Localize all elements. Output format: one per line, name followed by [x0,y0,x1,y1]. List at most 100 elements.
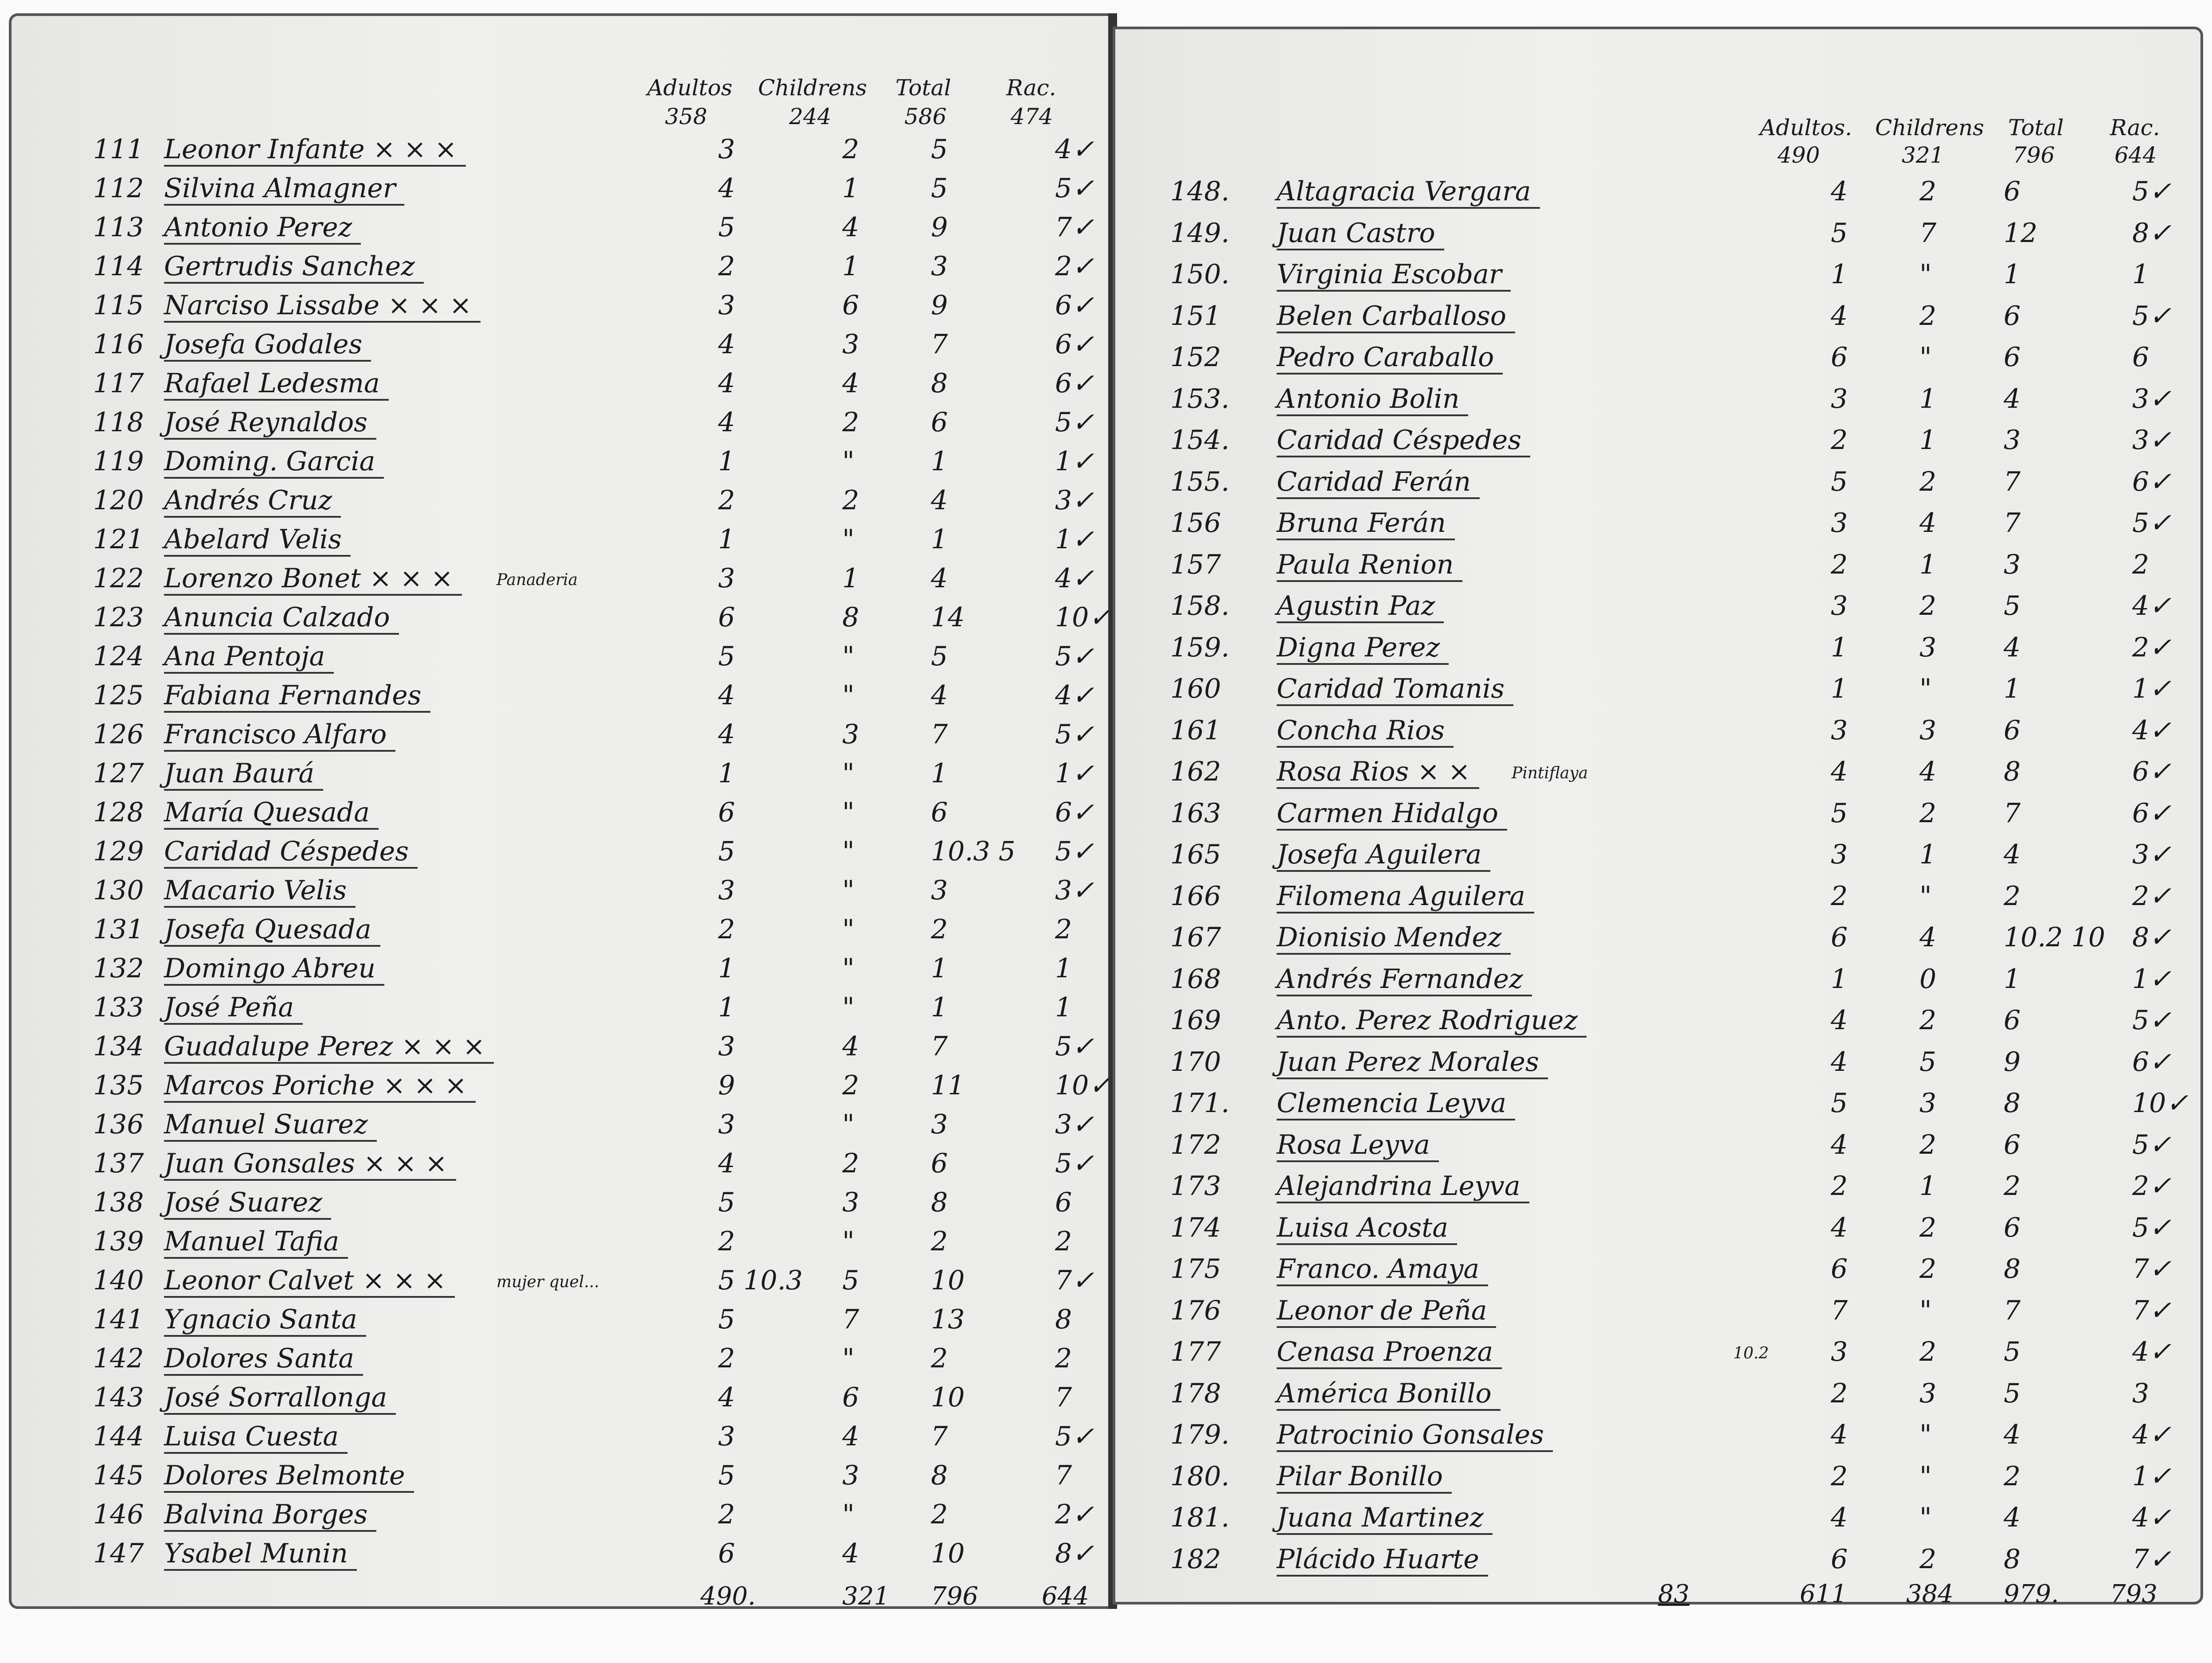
entry-adults: 2 [1831,425,1848,456]
entry-adults: 2 [718,251,735,282]
entry-adults: 1 [1831,259,1848,290]
entry-name: Clemencia Leyva [1277,1088,1516,1120]
entry-rac: 5✓ [1055,173,1094,204]
ledger-row: 176 Leonor de Peña 7 " 7 7✓ [1113,1295,2203,1334]
entry-children: 1 [1919,549,1937,580]
entry-total: 5 [931,134,948,165]
entry-adults: 1 [718,446,735,477]
entry-name: Rosa Rios × × [1277,756,1479,789]
entry-name: Ygnacio Santa [164,1304,366,1337]
entry-children: 3 [842,329,860,360]
ledger-row: 142 Dolores Santa 2 " 2 2 [9,1343,1113,1382]
carried-rac: 644 [2114,142,2157,168]
entry-no: 173 [1170,1171,1221,1202]
entry-rac: 2 [1055,914,1072,945]
entry-rac: 7✓ [1055,1265,1094,1296]
entry-name: Luisa Acosta [1277,1212,1458,1245]
entry-total: 1 [931,524,948,555]
entry-adults: 4 [1831,1046,1848,1077]
entry-rac: 1✓ [2132,963,2172,995]
entry-children: 6 [842,290,860,321]
entry-children: " [1919,1295,1932,1326]
entry-name: José Reynaldos [164,407,377,440]
entry-children: " [842,836,855,867]
entry-adults: 1 [1831,632,1848,663]
entry-no: 119 [93,446,144,477]
ledger-row: 180. Pilar Bonillo 2 " 2 1✓ [1113,1461,2203,1500]
ledger-row: 117 Rafael Ledesma 4 4 8 6✓ [9,368,1113,407]
entry-rac: 6✓ [2132,466,2172,497]
entry-no: 172 [1170,1129,1221,1160]
entry-total: 3 [2004,549,2021,580]
entry-adults: 5 [1831,1088,1848,1119]
entry-adults: 2 [718,1499,735,1530]
entry-total: 10.3 5 [931,836,1016,867]
entry-rac: 3✓ [2132,383,2172,414]
total-count: 83 [1658,1580,1690,1608]
entry-total: 8 [931,1187,948,1218]
entry-no: 156 [1170,507,1221,539]
entry-children: " [842,641,855,672]
entry-no: 143 [93,1382,144,1413]
entry-rac: 4✓ [2132,1419,2172,1450]
header-rac: Rac. [1006,75,1056,101]
entry-children: " [842,446,855,477]
entry-children: 4 [1919,756,1937,787]
entry-total: 9 [2004,1046,2021,1077]
entry-no: 161 [1170,714,1221,746]
entry-children: " [842,1499,855,1530]
entry-total: 6 [2004,176,2021,207]
header-adults: Adultos. [1760,115,1852,141]
entry-no: 137 [93,1148,144,1179]
entry-no: 138 [93,1187,144,1218]
entry-total: 2 [931,1343,948,1374]
entry-rac: 8✓ [1055,1538,1094,1569]
entry-adults: 1 [718,524,735,555]
ledger-row: 173 Alejandrina Leyva 2 1 2 2✓ [1113,1171,2203,1210]
entry-total: 1 [2004,673,2021,704]
ledger-row: 161 Concha Rios 3 3 6 4✓ [1113,715,2203,754]
entry-rac: 5✓ [2132,1212,2172,1243]
entry-total: 7 [2004,466,2021,497]
ledger-row: 155. Caridad Ferán 5 2 7 6✓ [1113,466,2203,505]
entry-adults: 2 [718,485,735,516]
entry-adults: 2 [1831,1378,1848,1409]
entry-total: 6 [931,407,948,438]
entry-name: Digna Perez [1277,632,1449,665]
entry-children: " [842,1226,855,1257]
total-children: 321 [842,1582,890,1611]
entry-total: 5 [931,641,948,672]
ledger-row: 131 Josefa Quesada 2 " 2 2 [9,914,1113,953]
entry-adults: 5 [718,836,735,867]
entry-total: 6 [2004,300,2021,332]
entry-name: Virginia Escobar [1277,259,1511,292]
entry-total: 5 [2004,590,2021,621]
entry-no: 122 [93,563,144,594]
entry-note: mujer quel... [496,1273,599,1291]
entry-rac: 8✓ [2132,217,2172,249]
entry-rac: 6✓ [2132,756,2172,787]
entry-total: 6 [2004,1005,2021,1036]
entry-adults: 3 [718,1421,735,1452]
entry-total: 4 [931,485,948,516]
entry-rac: 4✓ [2132,714,2172,746]
entry-adults: 3 [718,1109,735,1140]
left-page: Adultos Childrens Total Rac. 358 244 586… [9,13,1113,1611]
entry-no: 125 [93,680,144,711]
entry-name: Luisa Cuesta [164,1421,348,1454]
ledger-row: 169 Anto. Perez Rodriguez 4 2 6 5✓ [1113,1005,2203,1044]
entry-no: 141 [93,1304,144,1335]
entry-rac: 4✓ [1055,563,1094,594]
entry-no: 134 [93,1031,144,1062]
ledger-row: 141 Ygnacio Santa 5 7 13 8 [9,1304,1113,1343]
entry-children: 4 [842,1538,860,1569]
entry-children: 6 [842,1382,860,1413]
entry-rac: 1✓ [1055,446,1094,477]
entry-children: " [1919,1460,1932,1492]
ledger-row: 153. Antonio Bolin 3 1 4 3✓ [1113,383,2203,422]
entry-rac: 7✓ [1055,212,1094,243]
entry-children: 3 [1919,1378,1937,1409]
ledger-row: 120 Andrés Cruz 2 2 4 3✓ [9,485,1113,524]
entry-adults: 3 [1831,590,1848,621]
